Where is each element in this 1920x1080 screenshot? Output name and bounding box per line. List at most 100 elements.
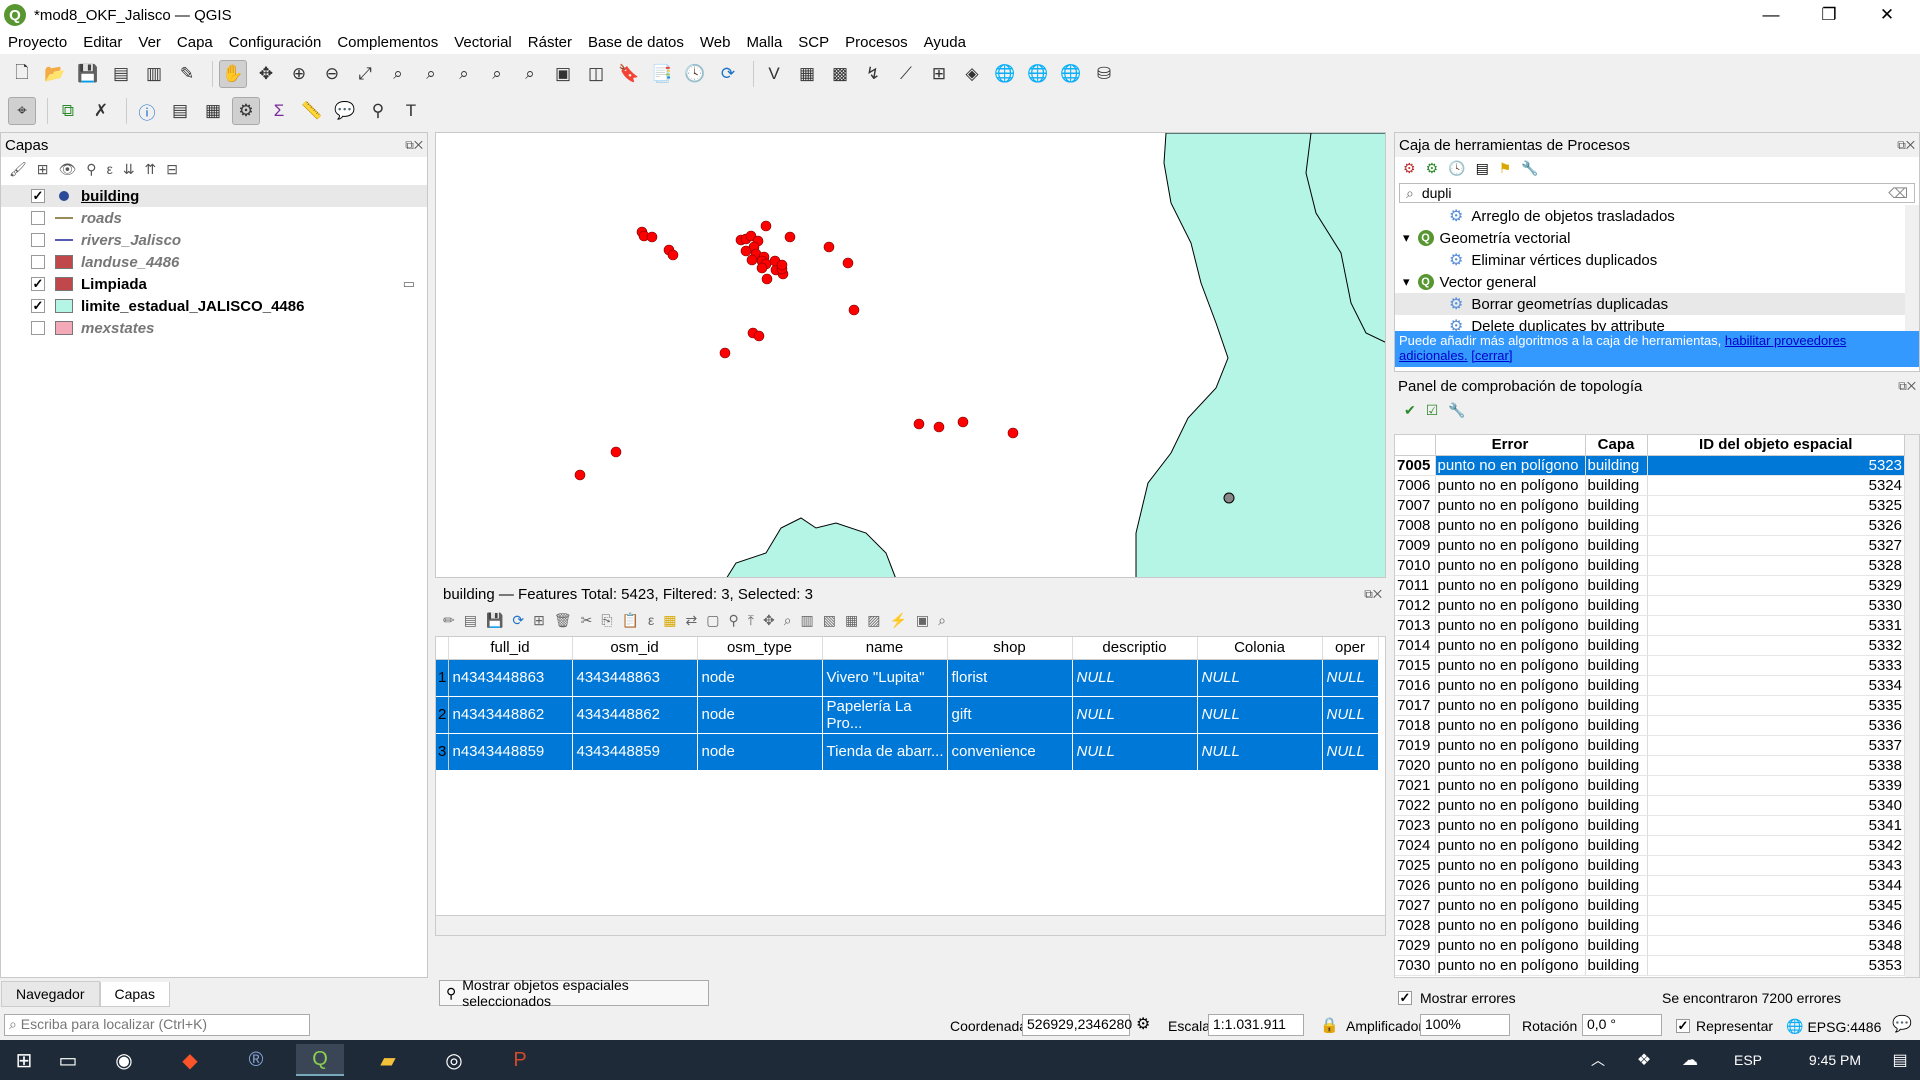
topology-row[interactable]: 7016 punto no en polígono building 5334 [1395, 675, 1905, 696]
add-mesh-icon[interactable]: ▩ [831, 64, 849, 83]
remove-layer-icon[interactable]: ⊟ [166, 160, 179, 177]
task-view-icon[interactable]: ▭ [58, 1049, 78, 1072]
topology-layer-cell[interactable]: building [1585, 515, 1648, 536]
filter-legend-icon[interactable]: ⚲ [86, 160, 97, 177]
map-canvas[interactable] [435, 132, 1386, 578]
topology-scrollbar[interactable] [1905, 435, 1919, 977]
topology-error-cell[interactable]: punto no en polígono [1435, 735, 1586, 756]
models-icon[interactable]: ⚙ [1403, 159, 1416, 176]
table-cell[interactable]: gift [947, 696, 1073, 734]
magnifier-field[interactable]: 100% [1420, 1014, 1510, 1036]
topology-row[interactable]: 7030 punto no en polígono building 5353 [1395, 955, 1905, 976]
toggle-extents-icon[interactable]: ⚙ [1136, 1016, 1151, 1033]
text-annotation-icon[interactable]: T [405, 101, 417, 120]
topology-layer-cell[interactable]: building [1585, 655, 1648, 676]
topology-id-cell[interactable]: 5341 [1647, 815, 1905, 836]
topology-error-cell[interactable]: punto no en polígono [1435, 855, 1586, 876]
zoom-selected-icon[interactable]: ⌕ [783, 611, 792, 628]
topology-id-cell[interactable]: 5323 [1647, 455, 1905, 476]
menu-base-de-datos[interactable]: Base de datos [587, 33, 684, 51]
options-icon[interactable]: 🔧 [1521, 159, 1539, 176]
topology-layer-cell[interactable]: building [1585, 575, 1648, 596]
notifications-icon[interactable]: ▤ [1892, 1052, 1908, 1069]
topology-layer-cell[interactable]: building [1585, 475, 1648, 496]
column-header-full-id[interactable]: full_id [448, 637, 573, 660]
scripts-icon[interactable]: ⚙ [1425, 159, 1439, 176]
layer-item[interactable]: ✓ limite_estadual_JALISCO_4486 [1, 295, 427, 317]
topology-row[interactable]: 7010 punto no en polígono building 5328 [1395, 555, 1905, 576]
render-checkbox[interactable]: ✓ [1676, 1018, 1690, 1033]
cut-icon[interactable]: ✂ [580, 611, 593, 628]
table-cell[interactable]: NULL [1197, 733, 1323, 771]
tray-chevron-icon[interactable]: ︿ [1591, 1052, 1605, 1068]
menu-ver[interactable]: Ver [138, 33, 161, 51]
topology-layer-cell[interactable]: building [1585, 915, 1648, 936]
collapse-all-icon[interactable]: ⇈ [144, 160, 157, 177]
add-feature-icon[interactable]: ⊞ [533, 611, 545, 628]
processing-algorithm[interactable]: ⚙ Delete duplicates by attribute [1395, 315, 1905, 332]
topology-row[interactable]: 7027 punto no en polígono building 5345 [1395, 895, 1905, 916]
topology-row-number[interactable]: 7019 [1395, 735, 1436, 756]
topology-layer-cell[interactable]: building [1585, 675, 1648, 696]
topology-error-cell[interactable]: punto no en polígono [1435, 675, 1586, 696]
close-button[interactable]: ✕ [1879, 5, 1895, 24]
table-cell[interactable]: NULL [1322, 659, 1379, 697]
topology-row-number[interactable]: 7021 [1395, 775, 1436, 796]
table-cell[interactable]: Vivero "Lupita" [822, 659, 948, 697]
topology-layer-cell[interactable]: building [1585, 935, 1648, 956]
zoom-full-icon[interactable]: ⤢ [358, 64, 372, 83]
layer-item[interactable]: rivers_Jalisco [1, 229, 427, 251]
column-header-osm-id[interactable]: osm_id [572, 637, 698, 660]
tab-navegador[interactable]: Navegador [1, 981, 100, 1007]
dropbox-icon[interactable]: ❖ [1636, 1052, 1652, 1069]
dock-table-icon[interactable]: ▣ [915, 611, 930, 628]
layer-item[interactable]: ✓ Limpiada ▭ [1, 273, 427, 295]
zoom-out-icon[interactable]: ⊖ [324, 64, 340, 83]
processing-algorithm[interactable]: ⚙ Borrar geometrías duplicadas [1395, 293, 1905, 315]
add-raster-icon[interactable]: ▦ [798, 64, 816, 83]
topology-error-cell[interactable]: punto no en polígono [1435, 555, 1586, 576]
topology-row[interactable]: 7017 punto no en polígono building 5335 [1395, 695, 1905, 716]
topology-error-cell[interactable]: punto no en polígono [1435, 715, 1586, 736]
table-cell[interactable]: florist [947, 659, 1073, 697]
coord-field[interactable]: 526929,2346280 [1022, 1014, 1132, 1036]
processing-search-box[interactable]: ⌕ dupli ⌫ [1399, 183, 1915, 203]
menu-procesos[interactable]: Procesos [845, 33, 908, 51]
topology-error-cell[interactable]: punto no en polígono [1435, 935, 1586, 956]
topology-row[interactable]: 7005 punto no en polígono building 5323 [1395, 455, 1905, 476]
select-expression-icon[interactable]: ε [648, 612, 655, 628]
panel-close-icon[interactable]: ⧉✕ [1897, 137, 1915, 152]
topology-id-cell[interactable]: 5343 [1647, 855, 1905, 876]
results-icon[interactable]: ▤ [1475, 159, 1489, 176]
topology-id-cell[interactable]: 5326 [1647, 515, 1905, 536]
topology-row-number[interactable]: 7011 [1395, 575, 1436, 596]
topology-layer-cell[interactable]: building [1585, 455, 1648, 476]
menu-proyecto[interactable]: Proyecto [8, 33, 68, 51]
zoom-selection-icon[interactable]: ⌕ [393, 64, 403, 83]
table-cell[interactable]: Papelería La Pro... [822, 696, 948, 734]
layer-indicator-icon[interactable]: ▭ [402, 276, 415, 291]
zoom-layer-icon[interactable]: ⌕ [426, 64, 436, 83]
configure-rules-icon[interactable]: 🔧 [1448, 401, 1466, 418]
table-cell[interactable]: NULL [1322, 733, 1379, 771]
menu-malla[interactable]: Malla [746, 33, 783, 51]
topology-layer-cell[interactable]: building [1585, 795, 1648, 816]
topology-layer-cell[interactable]: building [1585, 815, 1648, 836]
topology-row-number[interactable]: 7009 [1395, 535, 1436, 556]
new-map-view-icon[interactable]: ▣ [554, 64, 572, 83]
topology-error-cell[interactable]: punto no en polígono [1435, 815, 1586, 836]
scp-icon[interactable]: ⧉ [61, 101, 75, 120]
pan-to-selection-icon[interactable]: ✥ [258, 64, 274, 83]
topology-row[interactable]: 7021 punto no en polígono building 5339 [1395, 775, 1905, 796]
select-all-icon[interactable]: ▦ [663, 611, 677, 628]
panel-close-icon[interactable]: ⧉✕ [405, 137, 423, 152]
invert-selection-icon[interactable]: ⇄ [685, 611, 698, 628]
topology-row-number[interactable]: 7005 [1395, 455, 1436, 476]
show-errors-checkbox[interactable]: ✓ [1398, 990, 1412, 1005]
layer-visibility-checkbox[interactable] [31, 255, 45, 269]
topology-row-number[interactable]: 7017 [1395, 695, 1436, 716]
topology-row-number[interactable]: 7016 [1395, 675, 1436, 696]
map-tips-icon[interactable]: 💬 [334, 101, 356, 120]
topology-error-cell[interactable]: punto no en polígono [1435, 455, 1586, 476]
topology-layer-cell[interactable]: building [1585, 735, 1648, 756]
